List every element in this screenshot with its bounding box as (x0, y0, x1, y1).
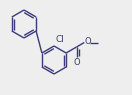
Text: O: O (74, 58, 80, 67)
Text: O: O (85, 38, 91, 46)
Text: Cl: Cl (55, 35, 64, 44)
